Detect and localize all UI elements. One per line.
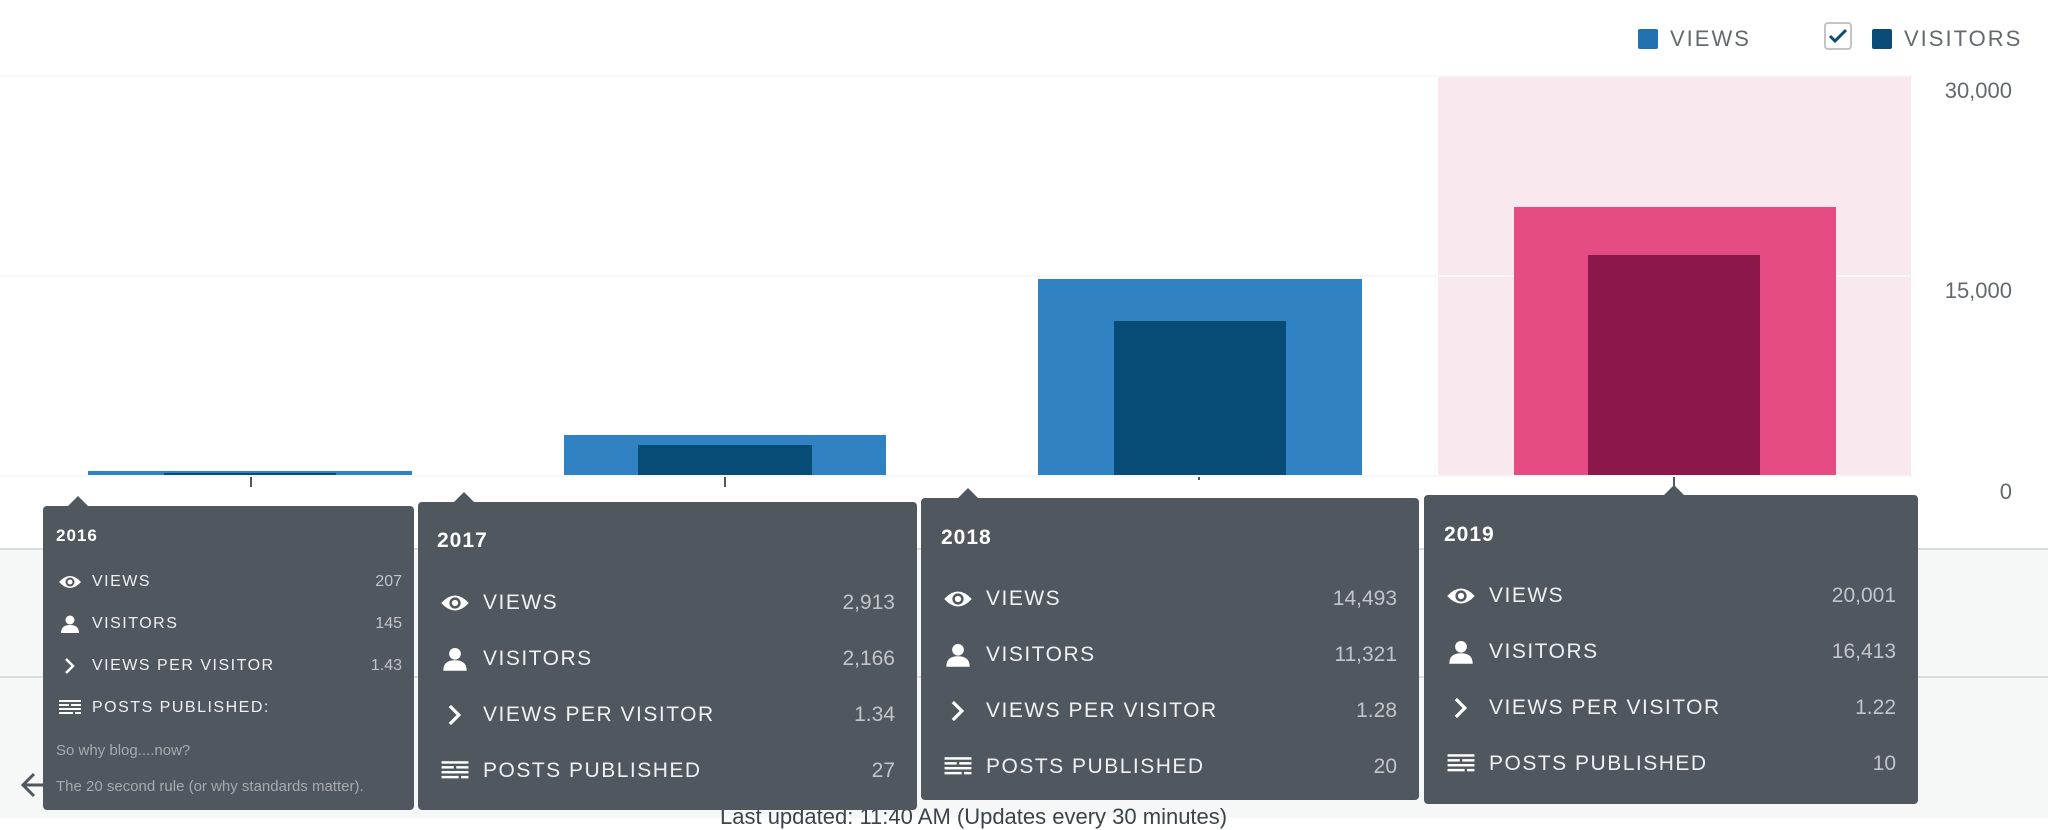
visitors-swatch	[1872, 29, 1892, 49]
tooltip-2016: 2016 VIEWS 207 VISITORS 145 VIEWS PER VI…	[43, 496, 414, 810]
chevron-right-icon	[1444, 696, 1477, 720]
visitors-checkbox[interactable]	[1824, 22, 1852, 50]
checkmark-icon	[1828, 28, 1848, 44]
tooltip-row-visitors: VISITORS 2,166	[418, 644, 917, 674]
person-icon	[438, 646, 471, 672]
x-tick-2019	[1673, 477, 1675, 487]
x-tick-2016	[250, 477, 252, 487]
chevron-right-icon	[57, 657, 83, 675]
y-axis-label-15000: 15,000	[1944, 278, 2012, 303]
tooltip-post-link[interactable]: The 20 second rule (or why standards mat…	[56, 778, 364, 795]
tooltip-caret	[454, 492, 474, 502]
person-icon	[1444, 639, 1477, 665]
bar-visitors-2019[interactable]	[1588, 255, 1760, 475]
bar-visitors-2017[interactable]	[638, 445, 812, 475]
eye-icon	[941, 589, 974, 609]
x-tick-2018	[1198, 477, 1200, 480]
tooltip-row-views-per-visitor: VIEWS PER VISITOR 1.28	[921, 696, 1419, 726]
tooltip-row-posts: POSTS PUBLISHED 27	[418, 756, 917, 786]
tooltip-row-views: VIEWS 20,001	[1424, 581, 1918, 611]
tooltip-row-visitors: VISITORS 16,413	[1424, 637, 1918, 667]
legend-visitors-label: VISITORS	[1904, 26, 2023, 51]
tooltip-2017: 2017 VIEWS 2,913 VISITORS 2,166 VIEWS PE…	[418, 492, 917, 810]
tooltip-row-views-per-visitor: VIEWS PER VISITOR 1.22	[1424, 693, 1918, 723]
y-axis-label-0: 0	[1999, 479, 2012, 504]
y-axis-label-30000: 30,000	[1944, 78, 2012, 103]
eye-icon	[57, 574, 83, 590]
tooltip-row-views: VIEWS 14,493	[921, 584, 1419, 614]
legend-visitors[interactable]: VISITORS	[1872, 26, 2022, 52]
tooltip-row-posts: POSTS PUBLISHED 10	[1424, 749, 1918, 779]
tooltip-row-visitors: VISITORS 145	[43, 612, 414, 636]
person-icon	[941, 642, 974, 668]
tooltip-row-visitors: VISITORS 11,321	[921, 640, 1419, 670]
tooltip-year: 2017	[437, 529, 488, 552]
tooltip-2018: 2018 VIEWS 14,493 VISITORS 11,321 VIEWS …	[921, 488, 1419, 800]
posts-icon	[57, 699, 83, 717]
chevron-right-icon	[438, 703, 471, 727]
gridline-15000	[0, 275, 1912, 277]
chevron-right-icon	[941, 699, 974, 723]
x-tick-2017	[724, 477, 726, 487]
tooltip-row-views: VIEWS 207	[43, 570, 414, 594]
bar-visitors-2016[interactable]	[164, 473, 336, 475]
eye-icon	[438, 593, 471, 613]
tooltip-row-views: VIEWS 2,913	[418, 588, 917, 618]
tooltip-row-views-per-visitor: VIEWS PER VISITOR 1.43	[43, 654, 414, 678]
legend-views[interactable]: VIEWS	[1638, 26, 1751, 52]
gridline-30000	[0, 75, 1912, 77]
posts-icon	[941, 756, 974, 778]
tooltip-row-posts: POSTS PUBLISHED:	[43, 696, 414, 720]
legend-views-label: VIEWS	[1670, 26, 1751, 51]
tooltip-year: 2016	[56, 526, 98, 545]
bar-visitors-2018[interactable]	[1114, 321, 1286, 475]
tooltip-row-posts: POSTS PUBLISHED 20	[921, 752, 1419, 782]
tooltip-2019: 2019 VIEWS 20,001 VISITORS 16,413 VIEWS …	[1424, 485, 1918, 804]
eye-icon	[1444, 586, 1477, 606]
person-icon	[57, 614, 83, 634]
tooltip-caret	[958, 488, 978, 498]
tooltip-year: 2019	[1444, 523, 1495, 546]
gridline-0	[0, 475, 1912, 477]
tooltip-post-link[interactable]: So why blog....now?	[56, 742, 191, 759]
tooltip-year: 2018	[941, 526, 992, 549]
posts-icon	[1444, 753, 1477, 775]
chart-legend: VIEWS VISITORS	[0, 0, 2048, 76]
tooltip-caret	[1664, 485, 1684, 495]
views-swatch	[1638, 29, 1658, 49]
tooltip-row-views-per-visitor: VIEWS PER VISITOR 1.34	[418, 700, 917, 730]
tooltip-caret	[68, 496, 88, 506]
posts-icon	[438, 760, 471, 782]
